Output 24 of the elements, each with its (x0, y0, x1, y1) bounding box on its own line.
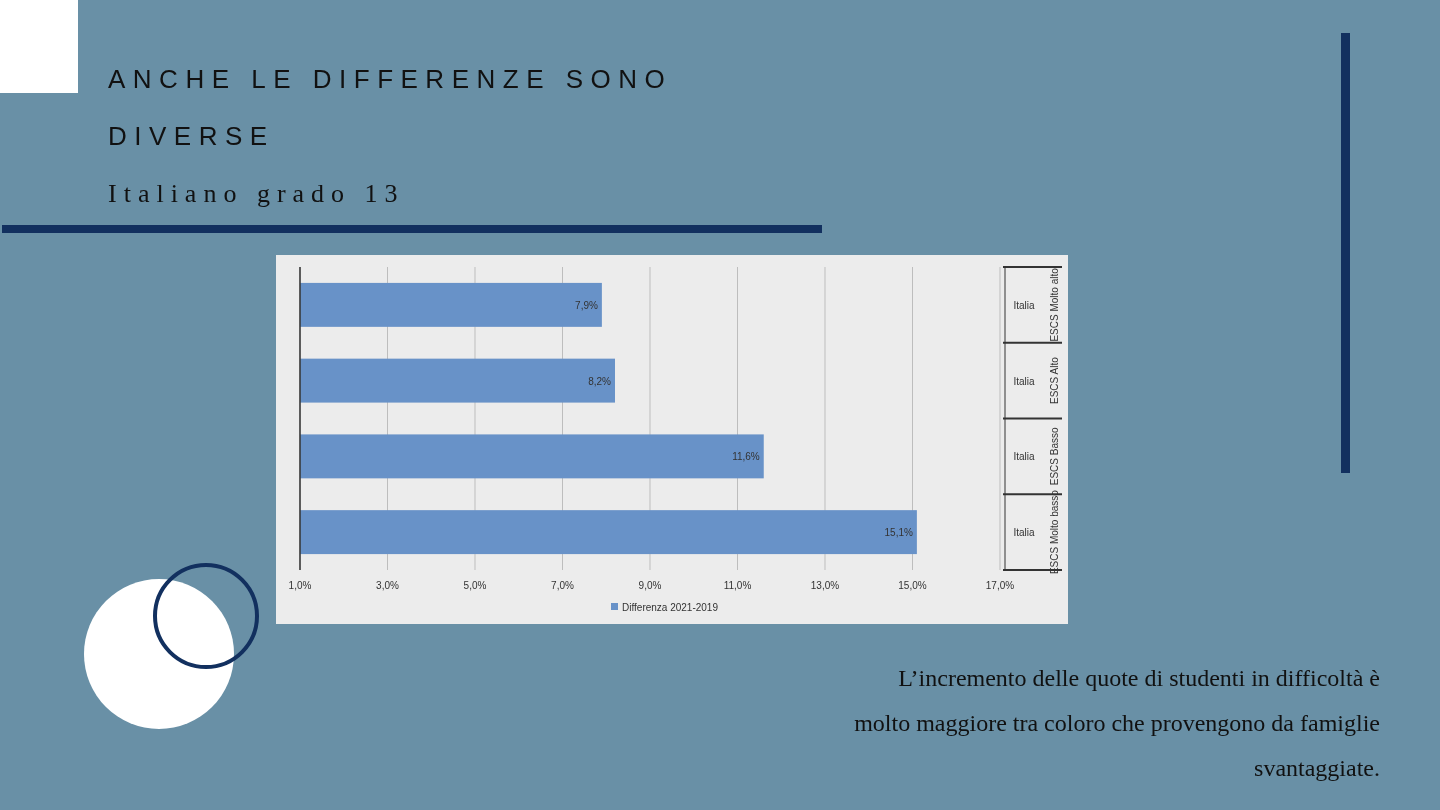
chart-subtitle: Italiano grado 13 (108, 179, 405, 208)
x-tick-label: 17,0% (985, 580, 1015, 591)
data-label: 11,6% (732, 451, 760, 463)
y-tick-label: Italia (1013, 299, 1035, 311)
data-label: 7,9% (575, 299, 598, 311)
text: ESCS Alto (1049, 356, 1060, 404)
x-tick-label: 7,0% (551, 580, 574, 591)
data-label: 8,2% (588, 375, 612, 387)
y-tick-label: Italia (1013, 375, 1035, 387)
x-tick-label: 3,0% (376, 580, 399, 591)
x-tick-label: 5,0% (463, 580, 487, 591)
y-tick-label: Italia (1013, 527, 1035, 539)
text: L’incremento delle quote di studenti in difficoltà è molto maggiore tra coloro che provengono da famiglie svantaggiate. (854, 665, 1380, 781)
x-tick-label: 15,0% (898, 580, 927, 591)
text: ESCS Basso (1049, 427, 1060, 486)
x-tick-label: 9,0% (638, 580, 662, 591)
x-tick-label: 1,0% (288, 580, 312, 591)
x-tick-label: 13,0% (810, 580, 840, 591)
legend-label: Differenza 2021-2019 (622, 602, 719, 613)
chart-title: ANCHE LE DIFFERENZE SONO DIVERSE (108, 64, 673, 151)
data-label: 15,1% (884, 527, 913, 539)
text: ESCS Molto alto (1049, 267, 1060, 342)
y-tick-label: Italia (1013, 451, 1035, 463)
x-tick-label: 11,0% (723, 580, 752, 591)
